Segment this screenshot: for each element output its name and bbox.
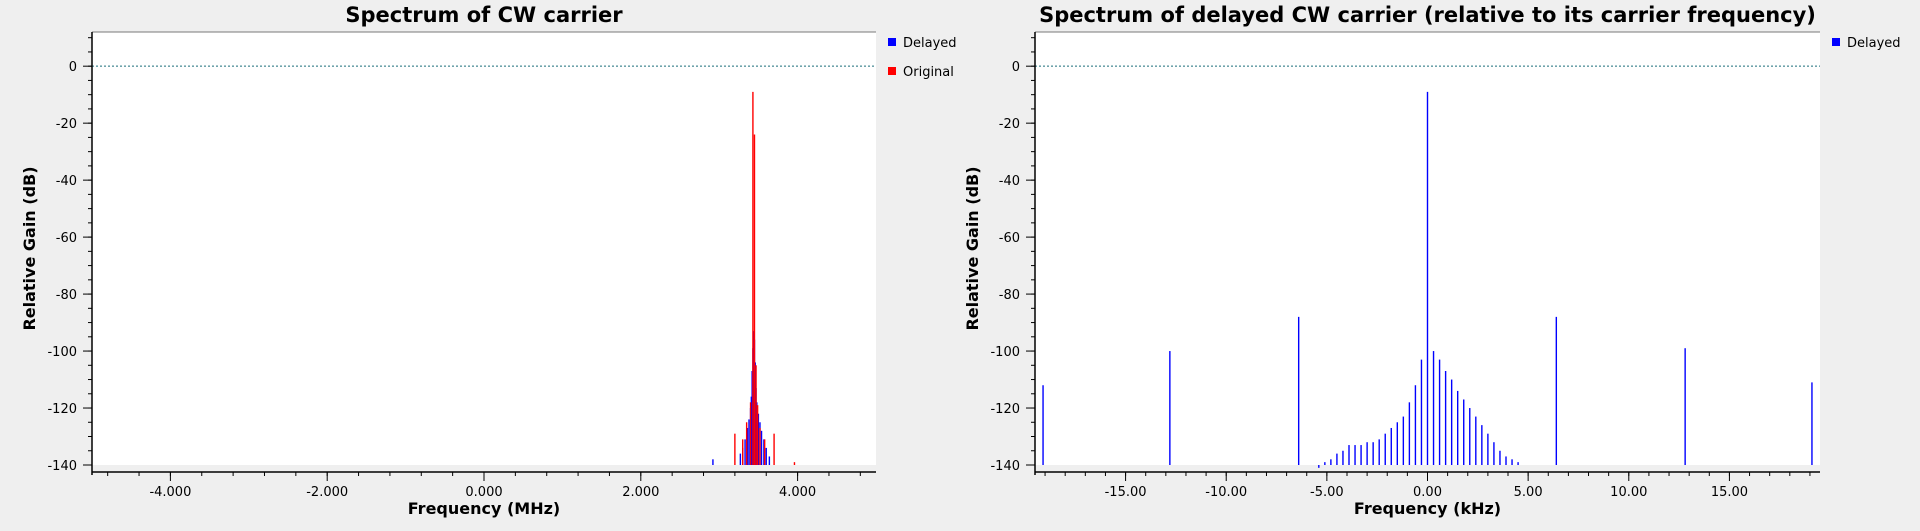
- y-tick-label: -40: [56, 174, 77, 189]
- y-axis: 0 -20 -40 -60 -80 -100 -120 -140 Relative Gain (…: [963, 32, 1036, 475]
- y-tick-label: -60: [56, 231, 77, 246]
- y-axis-label: Relative Gain (dB): [20, 166, 39, 330]
- x-tick-label: 5.00: [1514, 485, 1543, 500]
- x-tick-label: 10.00: [1610, 485, 1647, 500]
- x-axis: -15.00 -10.00 -5.00 0.00 5.00 10.00 15.00 Frequ…: [1035, 471, 1820, 518]
- y-tick-label: -120: [990, 402, 1020, 417]
- legend-label: Original: [903, 65, 954, 80]
- legend: Delayed Original: [888, 36, 957, 80]
- chart-title: Spectrum of delayed CW carrier (relative…: [1039, 3, 1816, 27]
- y-tick-label: -120: [47, 402, 77, 417]
- x-tick-label: -15.00: [1105, 485, 1147, 500]
- series-original: [734, 91, 796, 465]
- x-tick-label: 2.000: [622, 485, 659, 500]
- y-tick-label: -100: [990, 345, 1020, 360]
- x-tick-label: 4.000: [779, 485, 816, 500]
- x-tick-label: 0.000: [465, 485, 502, 500]
- legend-swatch: [888, 38, 896, 46]
- y-tick-label: -140: [990, 459, 1020, 474]
- legend: Delayed: [1832, 36, 1901, 51]
- x-axis-label: Frequency (MHz): [408, 499, 560, 518]
- y-tick-label: 0: [69, 60, 77, 75]
- legend-label: Delayed: [1847, 36, 1901, 51]
- plot-area: [92, 32, 876, 465]
- legend-swatch: [888, 67, 896, 75]
- x-tick-label: -10.00: [1205, 485, 1247, 500]
- y-tick-label: -20: [999, 117, 1020, 132]
- y-axis-label: Relative Gain (dB): [963, 166, 982, 330]
- x-tick-label: -2.000: [306, 485, 348, 500]
- x-tick-label: 0.00: [1413, 485, 1442, 500]
- y-tick-label: 0: [1012, 60, 1020, 75]
- x-tick-label: -5.00: [1310, 485, 1344, 500]
- y-tick-label: -100: [47, 345, 77, 360]
- x-tick-label: 15.00: [1711, 485, 1748, 500]
- y-tick-label: -60: [999, 231, 1020, 246]
- chart-2: Spectrum of delayed CW carrier (relative…: [963, 3, 1901, 518]
- chart-1: Spectrum of CW carrier 0 -20 -40 -60 -80 -100 -…: [20, 3, 957, 518]
- y-tick-label: -80: [56, 288, 77, 303]
- y-tick-label: -20: [56, 117, 77, 132]
- y-tick-label: -80: [999, 288, 1020, 303]
- y-tick-label: -40: [999, 174, 1020, 189]
- y-axis: 0 -20 -40 -60 -80 -100 -120 -140 Relative Gain (…: [20, 32, 93, 475]
- x-axis: -4.000 -2.000 0.000 2.000 4.000 Frequency (MH…: [92, 471, 876, 518]
- chart-title: Spectrum of CW carrier: [345, 3, 623, 27]
- y-tick-label: -140: [47, 459, 77, 474]
- x-axis-label: Frequency (kHz): [1354, 499, 1501, 518]
- legend-swatch: [1832, 38, 1840, 46]
- series-delayed: [1042, 91, 1813, 468]
- x-tick-label: -4.000: [149, 485, 191, 500]
- legend-label: Delayed: [903, 36, 957, 51]
